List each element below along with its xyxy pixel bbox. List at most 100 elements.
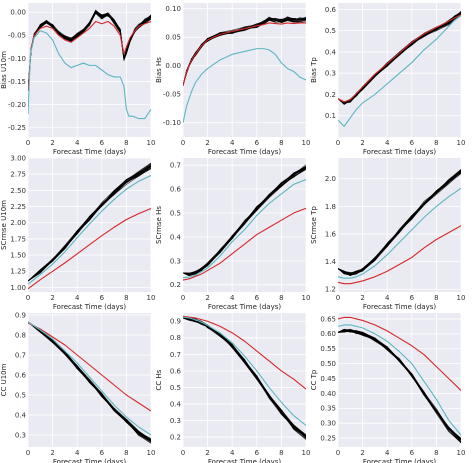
y-tick-label: 0.8 xyxy=(15,331,26,339)
series-group xyxy=(28,321,151,444)
cyan-series-line xyxy=(338,15,461,127)
x-tick-label: 0 xyxy=(336,449,340,457)
y-tick-label: 2.0 xyxy=(325,175,336,183)
y-tick-label: 0.2 xyxy=(325,91,336,99)
red-series-line xyxy=(338,225,461,285)
y-tick-label: 1.8 xyxy=(325,203,336,211)
x-tick-label: 2 xyxy=(205,139,209,147)
y-tick-label: -0.25 xyxy=(8,124,26,132)
plot-area xyxy=(338,313,461,447)
ensemble-member-line xyxy=(338,170,461,274)
cyan-series-line xyxy=(338,187,461,279)
y-tick-label: 1.75 xyxy=(10,235,26,243)
y-tick-label: 0.65 xyxy=(320,315,336,323)
chart-panel-2: 0 2 4 6 8 10 -0.10 -0.05 0.00 0.05 0.10 Forecast Ti… xyxy=(155,3,310,156)
y-tick-label: 0.9 xyxy=(170,318,181,326)
y-tick-label: 0.00 xyxy=(10,9,26,17)
y-tick-label: -0.20 xyxy=(8,101,26,109)
x-tick-label: 4 xyxy=(230,139,235,147)
x-tick-label: 4 xyxy=(385,294,390,302)
x-tick-label: 2 xyxy=(360,139,364,147)
x-axis-label: Forecast Time (days) xyxy=(208,458,281,463)
y-tick-label: 0.60 xyxy=(320,330,336,338)
ensemble-member-line xyxy=(28,321,151,442)
x-tick-label: 8 xyxy=(434,139,438,147)
ensemble-member-line xyxy=(183,317,306,437)
red-series-line xyxy=(183,315,306,390)
y-tick-label: 2.50 xyxy=(10,187,26,195)
cyan-series-line xyxy=(28,174,151,285)
chart-panel-1: 0 2 4 6 8 10 -0.25 -0.20 -0.15 -0.10 -0.05 0.00 Fore… xyxy=(0,3,155,156)
x-tick-label: 0 xyxy=(181,449,185,457)
x-tick-label: 4 xyxy=(230,449,235,457)
ensemble-member-line xyxy=(28,321,151,440)
x-tick-label: 8 xyxy=(124,139,128,147)
x-axis-label: Forecast Time (days) xyxy=(208,148,281,156)
y-tick-label: 0.5 xyxy=(170,384,181,392)
red-series-line xyxy=(28,20,151,91)
y-axis-label: SCrmse Hs xyxy=(155,206,163,244)
x-tick-label: 6 xyxy=(255,294,260,302)
y-tick-label: 0.4 xyxy=(15,411,27,419)
y-tick-label: 2.25 xyxy=(10,203,26,211)
x-tick-label: 0 xyxy=(181,294,185,302)
x-tick-label: 6 xyxy=(100,139,105,147)
y-tick-label: 0.9 xyxy=(15,311,26,319)
y-tick-label: 0.2 xyxy=(170,433,181,441)
cyan-series-line xyxy=(183,179,306,279)
x-tick-label: 2 xyxy=(205,449,209,457)
y-tick-label: 0.6 xyxy=(170,367,182,375)
y-tick-label: 1.50 xyxy=(10,252,26,260)
x-tick-label: 10 xyxy=(147,294,156,302)
series-group xyxy=(338,10,461,127)
y-tick-label: 1.25 xyxy=(10,268,26,276)
cyan-series-line xyxy=(183,48,306,123)
ensemble-member-line xyxy=(338,171,461,275)
cyan-series-line xyxy=(338,324,461,436)
x-tick-label: 10 xyxy=(147,139,156,147)
x-tick-label: 10 xyxy=(302,449,311,457)
x-tick-label: 6 xyxy=(100,449,105,457)
y-tick-label: 0.40 xyxy=(320,390,336,398)
chart-panel-5: 0 2 4 6 8 10 0.2 0.3 0.4 0.5 0.6 0.7 Forecast Time (… xyxy=(155,158,310,311)
x-tick-label: 2 xyxy=(205,294,209,302)
y-tick-label: 0.4 xyxy=(325,48,337,56)
x-axis-label: Forecast Time (days) xyxy=(53,458,126,463)
cyan-series-line xyxy=(183,316,306,426)
plot-area xyxy=(338,3,461,137)
y-tick-label: 0.30 xyxy=(320,420,336,428)
y-tick-label: 0.45 xyxy=(320,375,336,383)
red-series-line xyxy=(338,316,461,391)
y-axis-label: Bias U10m xyxy=(0,51,8,89)
x-tick-label: 4 xyxy=(385,139,390,147)
y-tick-label: 0.3 xyxy=(170,417,181,425)
y-tick-label: 0.7 xyxy=(15,351,26,359)
x-axis-label: Forecast Time (days) xyxy=(53,148,126,156)
y-tick-label: 1.00 xyxy=(10,284,26,292)
x-tick-label: 2 xyxy=(360,449,364,457)
x-tick-label: 10 xyxy=(457,139,466,147)
x-axis-label: Forecast Time (days) xyxy=(363,148,436,156)
x-tick-label: 10 xyxy=(457,294,466,302)
ensemble-member-line xyxy=(338,330,461,441)
x-tick-label: 8 xyxy=(124,449,128,457)
series-group xyxy=(338,169,461,285)
x-axis-label: Forecast Time (days) xyxy=(53,303,126,311)
x-tick-label: 4 xyxy=(75,449,80,457)
x-tick-label: 8 xyxy=(279,449,283,457)
y-axis-label: CC U10m xyxy=(0,363,8,396)
x-tick-label: 4 xyxy=(385,449,390,457)
y-tick-label: 1.2 xyxy=(325,286,336,294)
x-tick-label: 4 xyxy=(75,139,80,147)
y-tick-label: 0.1 xyxy=(325,112,336,120)
x-tick-label: 10 xyxy=(457,449,466,457)
y-tick-label: 1.4 xyxy=(325,258,337,266)
ensemble-member-line xyxy=(28,164,151,282)
red-series-line xyxy=(338,14,461,103)
series-group xyxy=(183,315,306,440)
cyan-series-line xyxy=(28,321,151,436)
x-tick-label: 6 xyxy=(100,294,105,302)
chart-panel-7: 0 2 4 6 8 10 0.3 0.4 0.5 0.6 0.7 0.8 0.9 Forecast Tim… xyxy=(0,311,155,463)
y-tick-label: 0.6 xyxy=(170,186,182,194)
x-tick-label: 4 xyxy=(230,294,235,302)
